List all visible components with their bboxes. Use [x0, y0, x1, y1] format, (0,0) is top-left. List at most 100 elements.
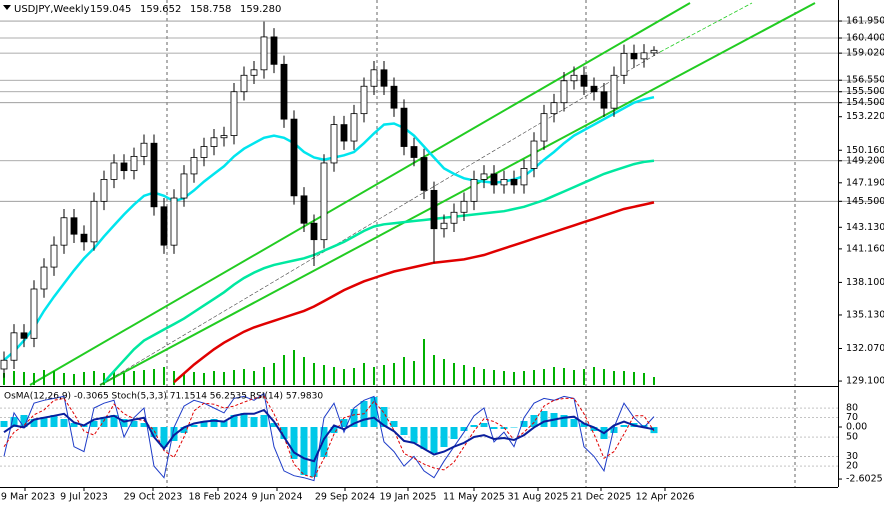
osma-bar: [90, 421, 98, 427]
moving-averages: [3, 95, 655, 384]
candle-body: [340, 124, 348, 142]
y-tick-label: 149.200: [846, 155, 884, 166]
x-tick-label: 9 Jul 2023: [60, 492, 108, 503]
moving-average: [103, 159, 655, 384]
symbol-icon: [3, 5, 11, 10]
x-tick-label: 11 May 2025: [443, 492, 505, 503]
y-tick-label: 156.550: [846, 75, 884, 86]
candle-body: [60, 217, 68, 246]
levels: [0, 20, 884, 202]
osma-bar: [60, 419, 68, 427]
osma-bar: [490, 427, 498, 429]
rsi: [3, 408, 655, 463]
candle-body: [480, 173, 488, 180]
candle-body: [540, 113, 548, 142]
candle-body: [80, 233, 88, 243]
candle-body: [240, 74, 248, 93]
candle-body: [400, 107, 408, 147]
osma-bar: [280, 427, 288, 439]
candle-body: [320, 162, 328, 241]
candle-body: [620, 52, 628, 76]
osma-bar: [400, 427, 408, 435]
y-tick-label: 132.070: [846, 343, 884, 354]
stoch-signal: [3, 395, 655, 479]
osma-bar: [330, 427, 338, 433]
osma-bar: [180, 427, 188, 433]
candle-body: [590, 85, 598, 93]
osma-bar: [260, 415, 268, 427]
candle-body: [520, 168, 528, 186]
candle-body: [0, 359, 8, 370]
x-tick-label: 21 Dec 2025: [571, 492, 632, 503]
osma-bar: [340, 419, 348, 427]
candle-body: [580, 74, 588, 87]
x-tick-label: 31 Aug 2025: [508, 492, 569, 503]
candle-body: [270, 36, 278, 65]
candle-body: [300, 195, 308, 224]
osma-bar: [510, 427, 518, 428]
osma-bar: [30, 419, 38, 427]
candle-body: [40, 266, 48, 290]
candle-body: [360, 85, 368, 115]
osma-bar: [240, 413, 248, 427]
oscillators: [0, 392, 838, 482]
osma-bar: [310, 427, 318, 477]
candle-body: [30, 288, 38, 339]
osma-bar: [10, 417, 18, 427]
osma-bar: [530, 415, 538, 427]
candle-body: [140, 142, 148, 157]
candle-body: [550, 102, 558, 115]
x-tick-label: 29 Oct 2023: [124, 492, 183, 503]
y-tick-label: 141.160: [846, 243, 884, 254]
candle-body: [330, 124, 338, 164]
osma-bar: [350, 409, 358, 427]
symbol: USDJPY,Weekly: [14, 4, 90, 15]
osma-bar: [20, 415, 28, 427]
candle-body: [260, 36, 268, 71]
candle-body: [410, 146, 418, 158]
candle-body: [460, 200, 468, 213]
osc-tick-label: 20: [846, 461, 858, 472]
candle-body: [110, 162, 118, 180]
candle-body: [350, 113, 358, 142]
osma-bar: [230, 415, 238, 427]
y-tick-label: 161.950: [846, 16, 884, 27]
volumes: [3, 339, 655, 385]
ohlc-label: 159.045: [90, 4, 131, 15]
y-tick-label: 147.190: [846, 177, 884, 188]
ohlc-label: 158.758: [190, 4, 231, 15]
candle-body: [440, 222, 448, 230]
osma-bar: [540, 411, 548, 427]
candle-body: [50, 244, 58, 268]
candle-body: [600, 91, 608, 109]
candle-body: [530, 140, 538, 169]
y-tick-label: 150.160: [846, 145, 884, 156]
y-tick-label: 160.400: [846, 33, 884, 44]
candle-body: [640, 52, 648, 60]
osma-bar: [440, 427, 448, 447]
osma-bar: [50, 415, 58, 427]
osma-bar: [640, 425, 648, 427]
osma-bar: [370, 397, 378, 427]
candle-body: [290, 118, 298, 197]
trend-channel: [29, 2, 816, 386]
osma-bar: [450, 427, 458, 439]
osc-tick-label: 70: [846, 412, 858, 423]
candle-body: [450, 211, 458, 224]
osma-tick-label: 0.00: [846, 422, 867, 433]
osma-bar: [580, 423, 588, 427]
osma-bar: [480, 423, 488, 427]
osma-bar: [200, 421, 208, 427]
candle-body: [20, 332, 28, 339]
osma-bar: [650, 427, 658, 434]
osma-bar: [190, 425, 198, 427]
osma-bar: [150, 427, 158, 437]
candle-body: [250, 69, 258, 76]
osma-bar: [270, 423, 278, 427]
y-tick-label: 154.500: [846, 97, 884, 108]
osma-bar: [220, 421, 228, 427]
osma-bar: [380, 407, 388, 427]
candle-body: [390, 85, 398, 109]
candle-body: [470, 179, 478, 202]
osc-tick-label: 30: [846, 451, 858, 462]
